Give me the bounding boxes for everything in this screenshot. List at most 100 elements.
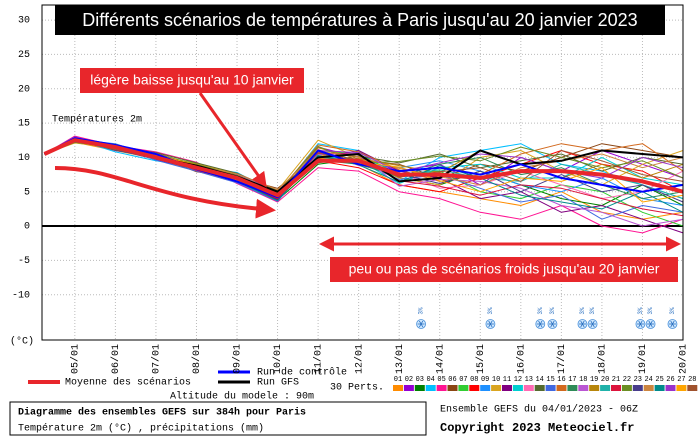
member-label: 02 [405,376,413,384]
snowflake-arm [670,320,675,328]
member-label: 09 [481,376,489,384]
member-label: 25 [655,376,663,384]
member-swatch [425,385,436,391]
member-swatch [621,385,632,391]
member-swatch [578,385,589,391]
x-tick-label: 17/01 [556,344,568,374]
x-tick-label: 08/01 [191,344,203,374]
member-label: 14 [535,376,543,384]
x-tick-label: 18/01 [597,344,609,374]
snow-marker: 3% [667,307,678,329]
annotation: légère baisse jusqu'au 10 janvier [90,72,294,88]
chart-title: Différents scénarios de températures à P… [82,10,637,30]
series-line [43,138,684,198]
x-tick-label: 15/01 [475,344,487,374]
member-swatch [491,385,502,391]
title-box [55,5,665,35]
member-swatch [643,385,654,391]
x-tick-label: 06/01 [110,344,122,374]
x-tick-label: 05/01 [69,344,81,374]
member-label: 05 [437,376,445,384]
footer-text: Ensemble GEFS du 04/01/2023 - 06Z [440,404,638,416]
y-tick-label: 20 [18,84,30,95]
member-swatch [393,385,403,391]
y-tick-label: -5 [18,256,30,267]
member-label: 04 [426,376,434,384]
member-label: 08 [470,376,478,384]
member-swatch [523,385,534,391]
footer-text: Diagramme des ensembles GEFS sur 384h po… [18,407,306,419]
perturbations-label: 30 Perts. [330,383,384,394]
x-tick-label: 12/01 [353,344,365,374]
y-unit-label: (°C) [10,336,34,348]
annotation-arrow [198,92,267,188]
snow-label: 3% [537,307,544,315]
member-swatch [502,385,512,391]
member-label: 06 [448,376,456,384]
member-label: 27 [677,376,685,384]
member-swatch [403,385,414,391]
member-label: 22 [623,376,631,384]
member-swatch [436,385,447,391]
member-swatch [512,385,523,391]
y-tick-label: 30 [18,16,30,27]
y-tick-label: 15 [18,119,30,130]
y-tick-label: 5 [24,187,30,198]
y-tick-label: -10 [12,290,30,301]
footer-text: Température 2m (°C) , précipitations (mm… [18,423,264,435]
member-swatch [447,385,458,391]
x-tick-label: 09/01 [232,344,244,374]
member-label: 20 [601,376,609,384]
annotation-box [330,257,678,282]
x-tick-label: 20/01 [678,344,690,374]
member-label: 24 [644,376,652,384]
member-swatch [611,385,621,391]
snowflake-arm [538,320,543,328]
member-label: 28 [688,376,696,384]
y-tick-label: 25 [18,50,30,61]
member-label: 18 [579,376,587,384]
member-label: 12 [514,376,522,384]
plot-label: Températures 2m [52,114,142,126]
member-label: 17 [568,376,576,384]
member-swatch [665,385,676,391]
member-label: 23 [634,376,642,384]
snowflake-arm [648,320,653,328]
member-label: 03 [416,376,424,384]
snow-label: 3% [669,307,676,315]
snow-marker: 3% [416,307,426,329]
snowflake-arm [418,320,424,328]
snowflake-arm [590,320,595,328]
x-tick-label: 14/01 [434,344,446,374]
member-label: 26 [666,376,674,384]
annotation: peu ou pas de scénarios froids jusqu'au … [349,261,660,277]
member-line [44,135,684,234]
member-swatch [654,385,665,391]
member-swatch [458,385,469,391]
member-label: 07 [459,376,467,384]
snow-marker: 3% [547,307,558,329]
snowflake-arm [638,320,643,328]
snow-label: 3% [579,307,586,315]
snow-label: 3% [487,307,494,315]
snow-marker: 3% [577,307,588,329]
snowflake-arm [580,320,585,328]
snowflake-arm [550,320,555,328]
snow-marker: 3% [535,307,546,329]
member-label: 21 [612,376,620,384]
member-swatch [556,385,567,391]
member-swatch [414,385,425,391]
member-label: 01 [394,376,402,384]
legend-label: Run de contrôle [257,367,347,379]
member-swatch [632,385,643,391]
member-swatch [687,385,698,391]
x-tick-label: 07/01 [151,344,163,374]
member-swatch [567,385,578,391]
annotation-box [80,68,304,93]
y-tick-label: 10 [18,153,30,164]
x-tick-label: 19/01 [637,344,649,374]
x-tick-label: 16/01 [515,344,527,374]
snow-label: 3% [637,307,644,315]
member-swatch [545,385,556,391]
